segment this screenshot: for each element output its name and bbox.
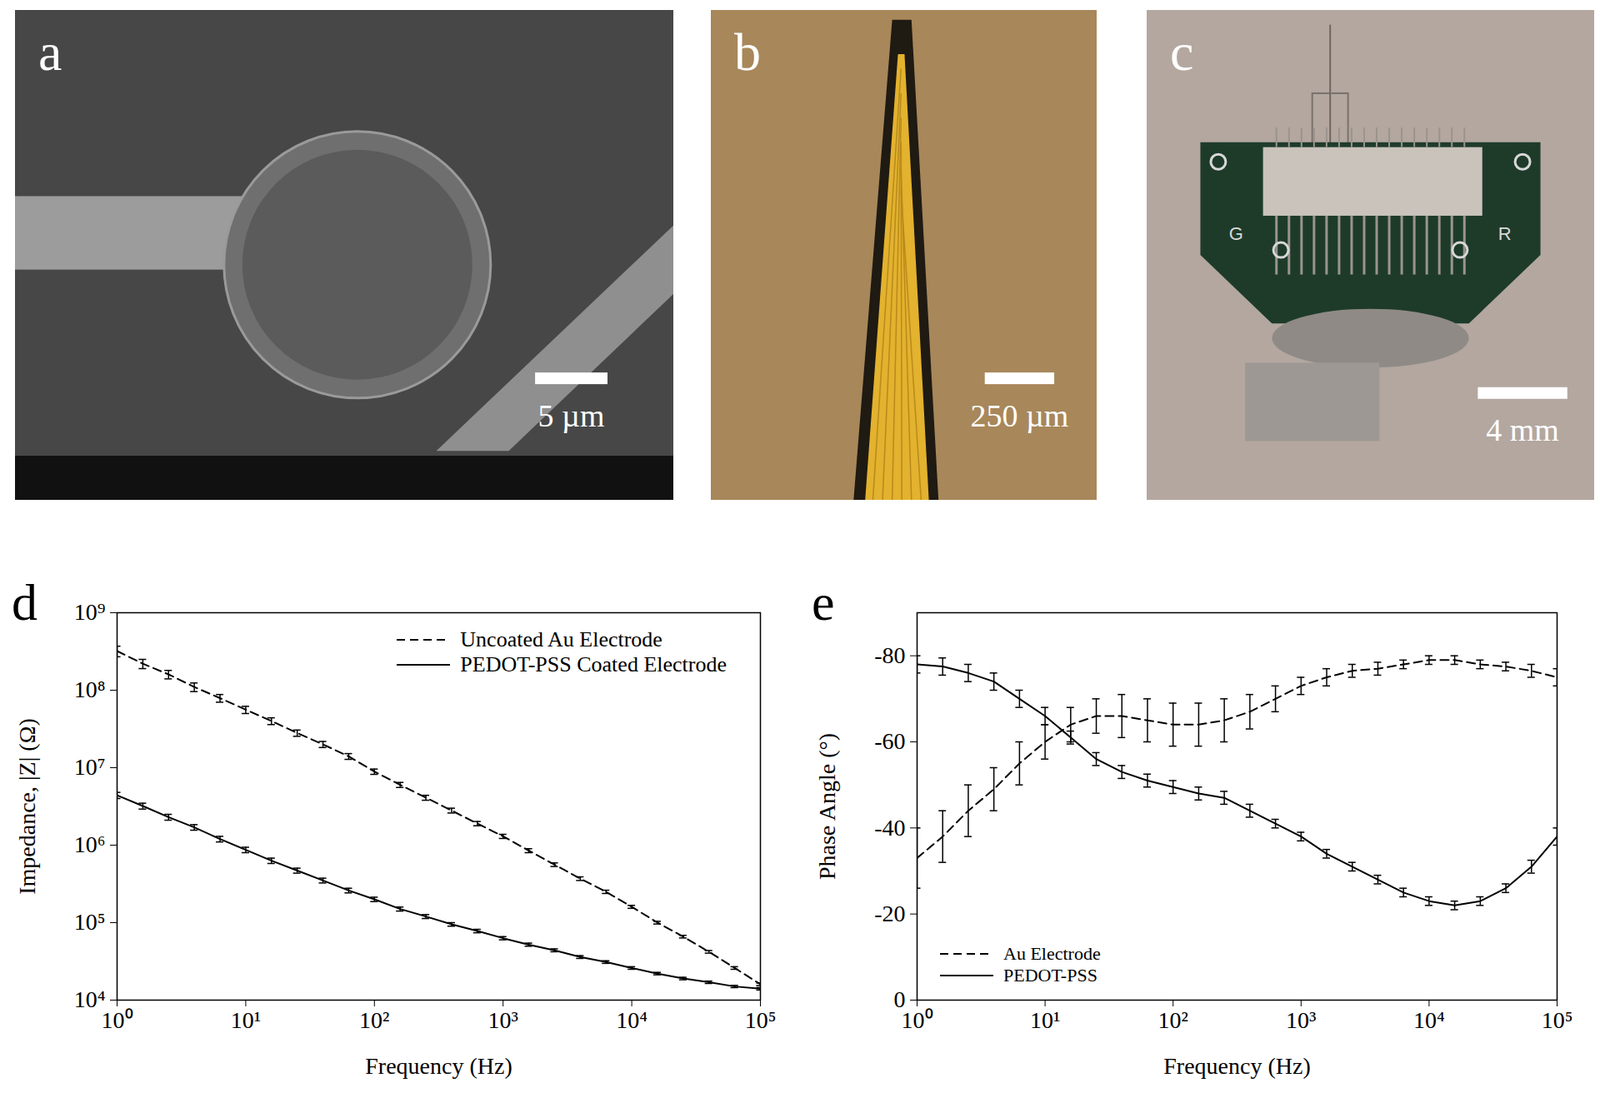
svg-text:a: a (38, 22, 62, 82)
svg-text:G: G (1229, 223, 1244, 245)
svg-text:10⁸: 10⁸ (74, 676, 106, 703)
svg-text:Impedance, |Z| (Ω): Impedance, |Z| (Ω) (14, 718, 40, 895)
svg-text:10⁶: 10⁶ (74, 831, 106, 858)
html-text:e: e (811, 574, 835, 631)
svg-text:10⁴: 10⁴ (1413, 1007, 1445, 1034)
svg-text:10³: 10³ (1285, 1007, 1316, 1034)
svg-text:10⁰: 10⁰ (901, 1007, 934, 1034)
svg-text:-60: -60 (874, 728, 905, 755)
svg-text:b: b (734, 22, 761, 82)
svg-text:250 µm: 250 µm (970, 398, 1069, 434)
svg-text:4 mm: 4 mm (1485, 412, 1560, 448)
svg-text:0: 0 (893, 987, 906, 1013)
svg-text:Frequency (Hz): Frequency (Hz) (365, 1053, 512, 1080)
svg-text:10¹: 10¹ (1030, 1007, 1060, 1034)
html-text:PEDOT-PSS Coated Electrode: PEDOT-PSS Coated Electrode (460, 652, 727, 677)
svg-text:10²: 10² (1157, 1007, 1188, 1034)
svg-text:Frequency (Hz): Frequency (Hz) (1163, 1053, 1310, 1080)
svg-text:5 µm: 5 µm (538, 398, 605, 434)
html-text:d: d (11, 574, 38, 631)
svg-text:10³: 10³ (487, 1007, 518, 1034)
svg-text:10⁵: 10⁵ (745, 1007, 777, 1034)
svg-text:10⁴: 10⁴ (615, 1007, 648, 1034)
svg-text:10⁵: 10⁵ (74, 909, 106, 935)
svg-text:10⁰: 10⁰ (101, 1007, 134, 1034)
svg-text:10⁹: 10⁹ (74, 599, 106, 625)
svg-text:Phase Angle (°): Phase Angle (°) (814, 733, 840, 880)
svg-text:10⁵: 10⁵ (1541, 1007, 1574, 1034)
html-text:PEDOT-PSS: PEDOT-PSS (1003, 965, 1098, 986)
svg-text:-80: -80 (874, 642, 905, 669)
svg-text:R: R (1498, 223, 1512, 245)
svg-text:10²: 10² (359, 1007, 390, 1034)
svg-text:10¹: 10¹ (230, 1007, 261, 1034)
svg-text:c: c (1170, 22, 1194, 82)
svg-text:10⁴: 10⁴ (73, 987, 106, 1013)
svg-text:-40: -40 (874, 815, 905, 841)
html-text:Uncoated Au Electrode: Uncoated Au Electrode (460, 627, 663, 652)
svg-text:10⁷: 10⁷ (74, 754, 106, 780)
html-text:Au Electrode: Au Electrode (1003, 943, 1101, 965)
svg-text:-20: -20 (874, 900, 905, 927)
